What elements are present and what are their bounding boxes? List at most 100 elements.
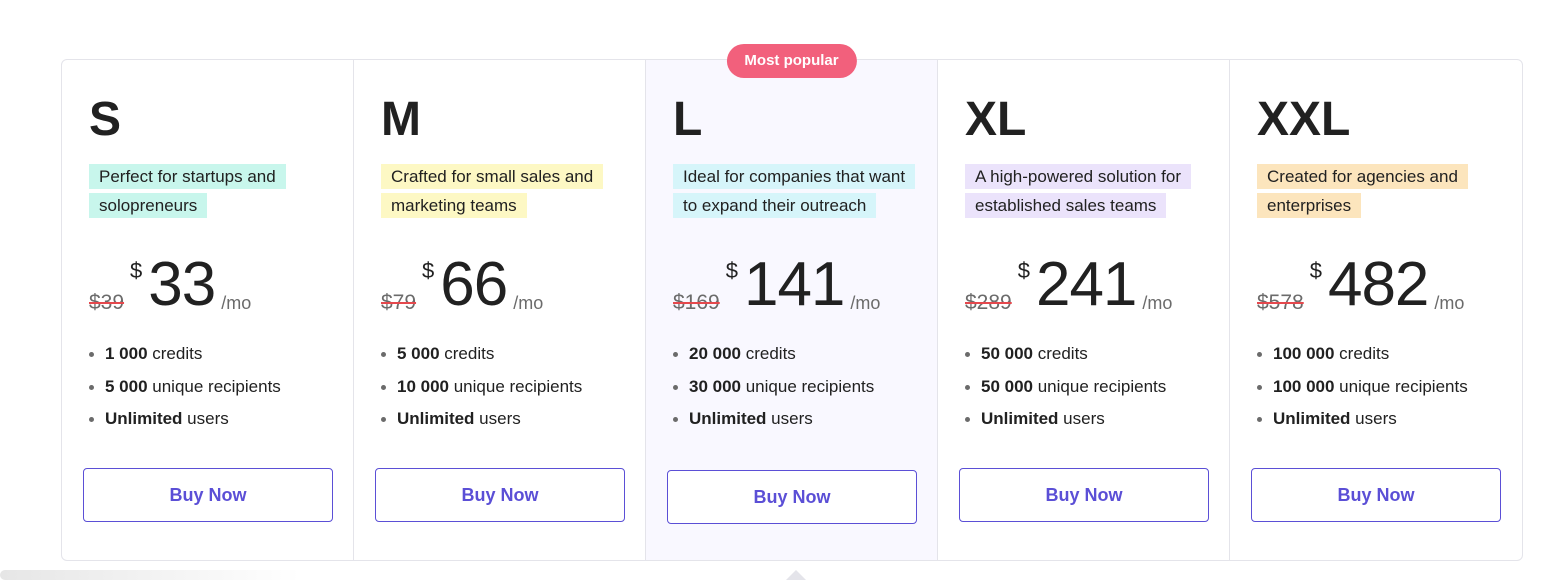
buy-now-button-s[interactable]: Buy Now xyxy=(83,468,333,522)
price-row: $169 $ 141 /mo xyxy=(673,250,880,320)
feature-item: 100 000 credits xyxy=(1257,338,1468,371)
feature-text: users xyxy=(766,409,813,428)
price-amount: 66 xyxy=(440,250,508,319)
feature-item: 50 000 credits xyxy=(965,338,1166,371)
feature-text: users xyxy=(182,409,229,428)
plan-name: M xyxy=(381,93,421,146)
plan-card-s: S Perfect for startups and solopreneurs … xyxy=(62,60,354,560)
feature-text: unique recipients xyxy=(1334,376,1468,396)
plan-name: S xyxy=(89,93,122,146)
feature-list: 100 000 credits 100 000 unique recipient… xyxy=(1257,338,1468,436)
feature-item: 1 000 credits xyxy=(89,338,281,371)
feature-value: 10 000 xyxy=(397,376,449,396)
pricing-table: S Perfect for startups and solopreneurs … xyxy=(61,44,1523,561)
buy-now-button-l[interactable]: Buy Now xyxy=(667,470,917,524)
feature-item: 5 000 credits xyxy=(381,338,582,371)
plan-card-l: Most popular L Ideal for companies that … xyxy=(646,44,938,560)
feature-item: 50 000 unique recipients xyxy=(965,371,1166,404)
price-period: /mo xyxy=(850,293,881,313)
feature-item: 10 000 unique recipients xyxy=(381,371,582,404)
plan-tagline-text: Crafted for small sales and marketing te… xyxy=(381,164,604,218)
feature-text: credits xyxy=(439,344,495,363)
feature-value: Unlimited xyxy=(397,409,475,428)
feature-list: 50 000 credits 50 000 unique recipients … xyxy=(965,338,1166,436)
feature-value: 100 000 xyxy=(1273,376,1335,396)
plan-tagline-text: A high-powered solution for established … xyxy=(965,164,1192,218)
feature-item: 5 000 unique recipients xyxy=(89,371,281,404)
feature-text: users xyxy=(1350,409,1397,428)
feature-value: Unlimited xyxy=(105,409,183,428)
caret-up-icon xyxy=(786,570,806,580)
feature-text: users xyxy=(1058,409,1105,428)
price-row: $39 $ 33 /mo xyxy=(89,250,251,320)
price-period: /mo xyxy=(1142,293,1173,313)
feature-value: 50 000 xyxy=(981,344,1033,363)
feature-text: credits xyxy=(1334,344,1390,363)
currency-symbol: $ xyxy=(725,258,738,283)
plan-tagline: Crafted for small sales and marketing te… xyxy=(381,162,621,220)
plan-card-xxl: XXL Created for agencies and enterprises… xyxy=(1230,60,1522,560)
feature-text: users xyxy=(474,409,521,428)
price-period: /mo xyxy=(513,293,544,313)
feature-text: unique recipients xyxy=(147,376,281,396)
plan-tagline: A high-powered solution for established … xyxy=(965,162,1205,220)
price-amount: 482 xyxy=(1327,250,1429,319)
feature-text: credits xyxy=(741,344,796,363)
feature-value: 1 000 xyxy=(105,344,148,363)
feature-value: Unlimited xyxy=(981,409,1059,428)
feature-item: Unlimited users xyxy=(381,403,582,436)
feature-text: unique recipients xyxy=(741,376,875,396)
plan-tagline: Created for agencies and enterprises xyxy=(1257,162,1497,220)
feature-item: Unlimited users xyxy=(673,403,874,436)
most-popular-badge: Most popular xyxy=(726,44,857,78)
plan-card-m: M Crafted for small sales and marketing … xyxy=(354,60,646,560)
currency-symbol: $ xyxy=(1017,258,1030,283)
feature-list: 20 000 credits 30 000 unique recipients … xyxy=(673,338,874,436)
buy-now-button-xl[interactable]: Buy Now xyxy=(959,468,1209,522)
price-row: $289 $ 241 /mo xyxy=(965,250,1172,320)
feature-item: 20 000 credits xyxy=(673,338,874,371)
feature-list: 5 000 credits 10 000 unique recipients U… xyxy=(381,338,582,436)
feature-value: 100 000 xyxy=(1273,344,1335,363)
currency-symbol: $ xyxy=(1309,258,1322,283)
feature-value: 5 000 xyxy=(397,344,440,363)
feature-value: 50 000 xyxy=(981,376,1033,396)
plan-name: XXL xyxy=(1257,93,1351,146)
feature-item: 30 000 unique recipients xyxy=(673,371,874,404)
price-amount: 141 xyxy=(743,250,845,319)
plan-tagline-text: Perfect for startups and solopreneurs xyxy=(89,164,286,218)
price-row: $79 $ 66 /mo xyxy=(381,250,543,320)
feature-item: Unlimited users xyxy=(1257,403,1468,436)
old-price: $578 xyxy=(1257,291,1304,314)
buy-now-button-m[interactable]: Buy Now xyxy=(375,468,625,522)
feature-value: 5 000 xyxy=(105,376,148,396)
feature-text: unique recipients xyxy=(449,376,583,396)
old-price: $169 xyxy=(673,291,720,314)
currency-symbol: $ xyxy=(422,258,435,283)
feature-item: 100 000 unique recipients xyxy=(1257,371,1468,404)
plan-name: L xyxy=(673,93,703,146)
price-amount: 241 xyxy=(1035,250,1137,319)
plan-card-xl: XL A high-powered solution for establish… xyxy=(938,60,1230,560)
feature-value: Unlimited xyxy=(689,409,767,428)
buy-now-button-xxl[interactable]: Buy Now xyxy=(1251,468,1501,522)
feature-value: 20 000 xyxy=(689,344,741,363)
currency-symbol: $ xyxy=(130,258,143,283)
feature-text: credits xyxy=(1033,344,1088,363)
feature-value: Unlimited xyxy=(1273,409,1351,428)
price-period: /mo xyxy=(221,293,252,313)
price-period: /mo xyxy=(1434,293,1465,313)
price-row: $578 $ 482 /mo xyxy=(1257,250,1464,320)
plan-tagline-text: Created for agencies and enterprises xyxy=(1257,164,1468,218)
plan-tagline: Ideal for companies that want to expand … xyxy=(673,162,916,220)
feature-list: 1 000 credits 5 000 unique recipients Un… xyxy=(89,338,281,436)
feature-text: credits xyxy=(147,344,203,363)
scroll-shadow xyxy=(0,570,300,580)
plan-tagline: Perfect for startups and solopreneurs xyxy=(89,162,329,220)
feature-value: 30 000 xyxy=(689,376,741,396)
feature-item: Unlimited users xyxy=(965,403,1166,436)
plan-tagline-text: Ideal for companies that want to expand … xyxy=(673,164,916,218)
feature-text: unique recipients xyxy=(1033,376,1167,396)
old-price: $39 xyxy=(89,291,125,314)
old-price: $79 xyxy=(381,291,417,314)
